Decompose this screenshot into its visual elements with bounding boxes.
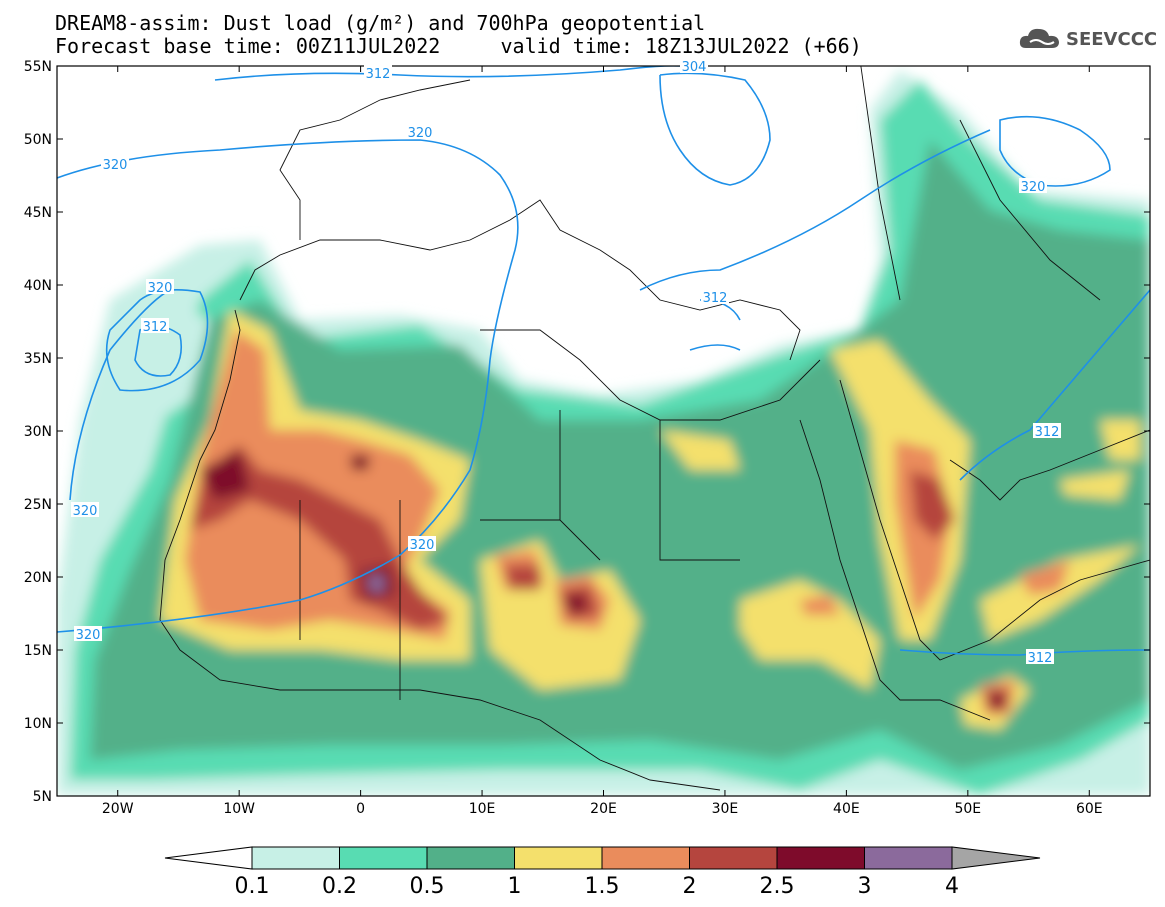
contour-label: 320 [73,504,98,519]
lon-label: 50E [954,801,981,817]
colorbar-tick-label: 0.5 [410,874,445,899]
colorbar-segment [339,846,428,870]
lon-label: 0 [356,801,365,817]
axis-ticks [57,65,1150,797]
contour-label: 312 [1035,425,1060,440]
contour-label: 320 [148,281,173,296]
colorbar-tick-label: 0.1 [235,874,270,899]
contour-label-bg [406,124,434,139]
colorbar-segment [251,846,340,870]
contour-label-bg [680,58,708,73]
lon-label: 20W [102,801,134,817]
lat-label: 5N [33,789,52,805]
colorbar-tick-label: 1.5 [585,874,620,899]
contour-label-bg [364,65,392,80]
map-title-line2: Forecast base time: 00Z11JUL2022 valid t… [55,34,862,58]
contour-label-bg [141,318,169,333]
colorbar-tick-label: 1 [508,874,522,899]
colorbar-tick-label: 2 [683,874,697,899]
geopotential-contours [57,66,1150,656]
contour-label-bg [71,502,99,517]
contour-label: 320 [408,126,433,141]
lon-label: 60E [1076,801,1103,817]
lon-label: 10E [469,801,496,817]
coastlines [159,66,1150,791]
colorbar-tick-label: 2.5 [760,874,795,899]
colorbar-tick-label: 3 [858,874,872,899]
lon-label: 40E [833,801,860,817]
lat-label: 55N [24,59,52,75]
lat-label: 45N [24,205,52,221]
contour-label-bg [1026,649,1054,664]
logo: SEEVCCC [1018,26,1157,52]
colorbar-min-arrow [164,846,253,870]
contour-label-bg [701,289,729,304]
contour-label: 312 [143,320,168,335]
colorbar-segment [514,846,603,870]
colorbar-segment [426,846,515,870]
contour-label-bg [1033,423,1061,438]
lat-label: 40N [24,278,52,294]
contour-labels: 312 320 320 320 312 320 320 320 312 320 312 312 304 [71,58,1061,666]
contour-label: 320 [103,158,128,173]
lat-label: 20N [24,570,52,586]
colorbar-segment [864,846,953,870]
lat-label: 50N [24,132,52,148]
logo-text: SEEVCCC [1066,28,1158,50]
contour-label: 320 [76,628,101,643]
map-title-line1: DREAM8-assim: Dust load (g/m²) and 700hP… [55,11,706,35]
contour-label: 304 [682,60,707,75]
colorbar-segment [689,846,778,870]
longitude-labels: 20W 10W 0 10E 20E 30E 40E 50E 60E [102,801,1103,817]
contour-label: 312 [366,67,391,82]
contour-label: 320 [1021,180,1046,195]
contour-label-bg [408,536,436,551]
contour-label-bg [1019,178,1047,193]
contour-label: 320 [410,538,435,553]
lat-label: 10N [24,716,52,732]
lon-label: 30E [712,801,739,817]
contour-label-bg [74,626,102,641]
lat-label: 15N [24,643,52,659]
colorbar-tick-label: 4 [945,874,959,899]
colorbar-segment [776,846,865,870]
lat-label: 25N [24,497,52,513]
latitude-labels: 55N 50N 45N 40N 35N 30N 25N 20N 15N 10N 5N [24,59,52,805]
contour-label-bg [146,279,174,294]
lat-label: 35N [24,351,52,367]
lat-label: 30N [24,424,52,440]
contour-label: 312 [703,291,728,306]
colorbar-tick-label: 0.2 [322,874,357,899]
lon-label: 10W [223,801,255,817]
dust-field [57,66,1150,796]
lon-label: 20E [590,801,617,817]
colorbar: 0.1 0.2 0.5 1 1.5 2 2.5 3 4 [164,846,1041,899]
cloud-icon [1019,28,1059,48]
colorbar-segment [601,846,690,870]
contour-label: 312 [1028,651,1053,666]
contour-label-bg [101,156,129,171]
colorbar-max-arrow [951,846,1041,870]
